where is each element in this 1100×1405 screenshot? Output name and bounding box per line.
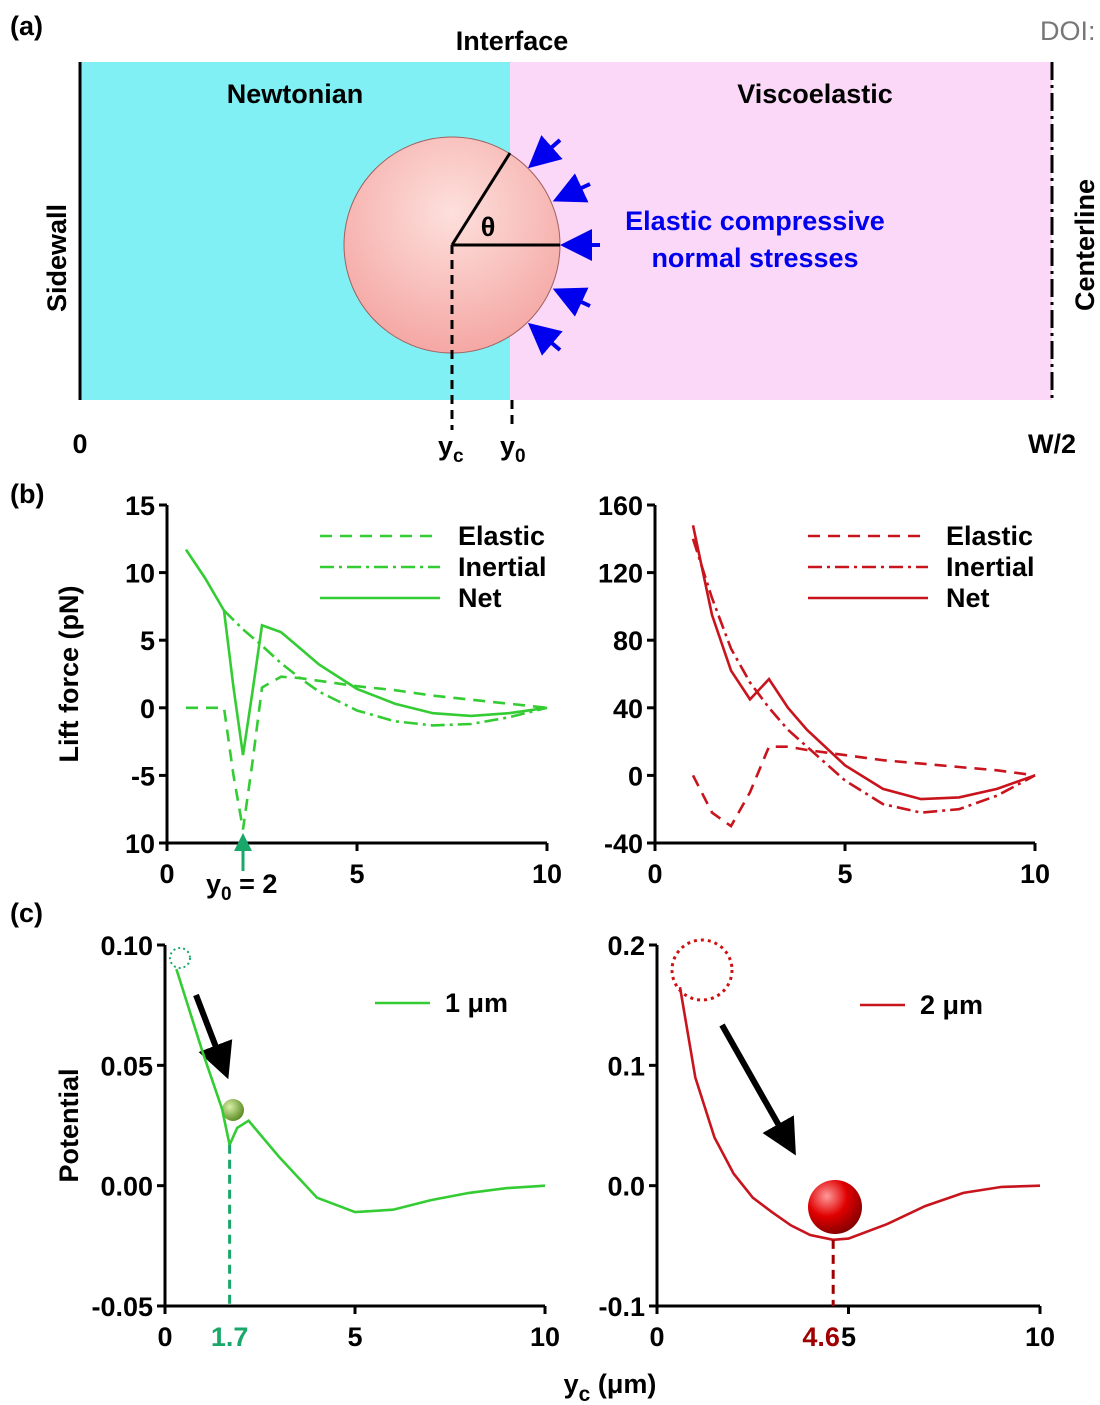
- series-line: [691, 745, 1036, 828]
- legend-label: 2 μm: [920, 990, 983, 1020]
- series-line: [678, 986, 1041, 1242]
- stress-label: normal stresses: [651, 243, 858, 273]
- panel-label: (b): [10, 479, 44, 509]
- y-tick-label: 10: [125, 829, 155, 859]
- doi: DOI: 10: [1040, 16, 1100, 46]
- sidewall-label: Sidewall: [42, 204, 72, 312]
- radius-lines: [450, 152, 560, 247]
- origin-label: 0: [72, 429, 87, 459]
- y0-main: y: [500, 431, 515, 461]
- legend-label: Elastic: [458, 521, 545, 551]
- stress-arrows: [527, 135, 600, 356]
- start-position: [169, 947, 191, 969]
- series-line: [184, 548, 548, 756]
- x-tick-label: 5: [347, 1322, 362, 1352]
- y-tick-label: 10: [125, 559, 155, 589]
- x-axis-label: yc (μm): [564, 1369, 657, 1405]
- x-tick-label: 5: [841, 1322, 856, 1352]
- y-tick-label: 15: [125, 491, 155, 521]
- x-tick-label: 10: [530, 1322, 560, 1352]
- x-tick-label: 10: [1020, 859, 1050, 889]
- annotation-label: 4.6: [802, 1322, 840, 1352]
- centerline-label: Centerline: [1070, 179, 1100, 311]
- annotation-label: y0 = 2: [206, 869, 277, 905]
- yc-sub: c: [453, 446, 464, 467]
- legend-label: Elastic: [946, 521, 1033, 551]
- motion-arrow: [193, 993, 233, 1080]
- panel-label: (c): [10, 898, 43, 928]
- x-tick-label: 10: [532, 859, 562, 889]
- y-tick-label: 0.10: [100, 931, 153, 961]
- y-tick-label: 80: [613, 626, 643, 656]
- series-line: [691, 538, 1036, 814]
- start-position: [670, 938, 734, 1002]
- x-tick-label: 0: [647, 859, 662, 889]
- legend-label: Inertial: [946, 552, 1035, 582]
- y0-label: y0: [500, 431, 526, 467]
- y-tick-label: 40: [613, 694, 643, 724]
- y-tick-label: 0.1: [607, 1051, 645, 1081]
- xlabel-rest: (μm): [590, 1369, 656, 1399]
- y-tick-label: 160: [598, 491, 643, 521]
- annotation-rest: = 2: [232, 869, 278, 899]
- yc-label: yc: [438, 431, 464, 467]
- y-tick-label: 0.2: [607, 931, 645, 961]
- x-tick-label: 10: [1025, 1322, 1055, 1352]
- xlabel-sub: c: [579, 1383, 591, 1405]
- legend-label: Net: [458, 583, 502, 613]
- motion-arrow: [719, 1023, 796, 1156]
- y-tick-label: 0.05: [100, 1051, 153, 1081]
- y-axis-label: Potential: [54, 1068, 84, 1182]
- y-axis-label: Lift force (pN): [54, 586, 84, 763]
- x-tick-label: 5: [349, 859, 364, 889]
- yc-main: y: [438, 431, 453, 461]
- annotation-sub: 0: [221, 884, 232, 905]
- annotation-main: y: [206, 869, 221, 899]
- y-tick-label: 5: [140, 626, 155, 656]
- fluid-label: Newtonian: [227, 79, 364, 109]
- y-tick-label: 0: [140, 694, 155, 724]
- panel-label: (a): [10, 11, 43, 41]
- xlabel-main: y: [564, 1369, 579, 1399]
- viscoelastic-region: [510, 62, 1052, 400]
- angle-label: θ: [481, 212, 496, 242]
- annotation-label: 1.7: [211, 1322, 249, 1352]
- series-line: [186, 675, 548, 830]
- series-line: [175, 968, 546, 1214]
- legend-label: Net: [946, 583, 990, 613]
- x-tick-label: 0: [157, 1322, 172, 1352]
- y-tick-label: -40: [604, 829, 643, 859]
- series-line: [691, 525, 1036, 801]
- y-tick-label: -0.1: [598, 1292, 645, 1322]
- particle-ball: [808, 1180, 862, 1234]
- x-tick-label: 0: [159, 859, 174, 889]
- legend-label: Inertial: [458, 552, 547, 582]
- y0-sub: 0: [515, 446, 526, 467]
- fluid-label: Viscoelastic: [737, 79, 893, 109]
- x-tick-label: 0: [649, 1322, 664, 1352]
- y-tick-label: -0.05: [91, 1292, 153, 1322]
- series-line: [223, 609, 548, 727]
- y-tick-label: -5: [131, 761, 155, 791]
- y-tick-label: 0: [628, 761, 643, 791]
- y-tick-label: 0.0: [607, 1172, 645, 1202]
- legend-label: 1 μm: [445, 988, 508, 1018]
- x-tick-label: 5: [837, 859, 852, 889]
- y-tick-label: 120: [598, 559, 643, 589]
- half-width-label: W/2: [1028, 429, 1076, 459]
- particle-ball: [222, 1099, 244, 1121]
- interface-label: Interface: [456, 26, 569, 56]
- stress-label: Elastic compressive: [625, 206, 885, 236]
- y-tick-label: 0.00: [100, 1172, 153, 1202]
